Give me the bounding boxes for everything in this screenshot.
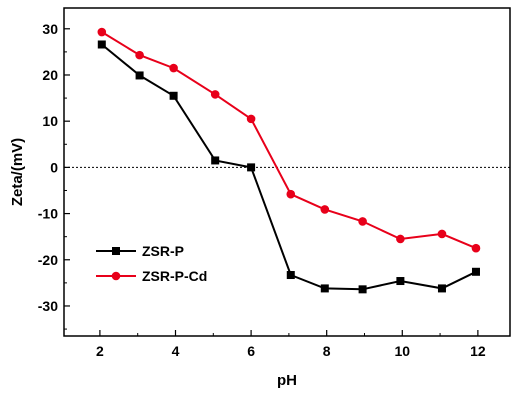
series-line [101, 31, 477, 250]
data-point [169, 63, 178, 73]
data-point [396, 277, 405, 286]
data-point [97, 40, 106, 49]
data-point [210, 90, 220, 99]
data-point [358, 285, 367, 294]
x-tick-label: 4 [172, 343, 180, 359]
data-point [169, 91, 178, 100]
x-tick-label: 10 [394, 343, 410, 359]
legend-marker [112, 247, 120, 255]
legend-label: ZSR-P-Cd [142, 268, 207, 284]
series-zsr-p-cd [97, 27, 481, 253]
y-tick-label: 0 [50, 159, 58, 175]
data-point [135, 50, 144, 60]
y-tick-label: -20 [38, 252, 58, 268]
legend-label: ZSR-P [142, 243, 184, 259]
data-point [97, 27, 107, 37]
data-point [396, 234, 405, 244]
data-point [246, 114, 256, 124]
data-point [471, 243, 481, 253]
data-point [286, 271, 295, 280]
y-tick-label: -30 [38, 298, 58, 314]
data-point [247, 163, 256, 172]
legend-item: ZSR-P-Cd [96, 268, 207, 284]
plot-frame [63, 7, 511, 337]
y-tick-label: -10 [38, 206, 58, 222]
data-point [320, 205, 330, 214]
data-point [286, 189, 296, 199]
data-point [437, 284, 446, 293]
x-tick-label: 6 [247, 343, 255, 359]
x-axis-label: pH [277, 372, 297, 389]
legend-item: ZSR-P [96, 243, 184, 259]
data-point [135, 71, 144, 80]
x-tick-label: 2 [96, 343, 104, 359]
x-tick-label: 12 [470, 343, 486, 359]
y-axis-label: Zeta/(mV) [9, 138, 26, 206]
x-tick-label: 8 [323, 343, 331, 359]
y-tick-label: 10 [42, 113, 58, 129]
legend-marker [111, 271, 121, 281]
legend: ZSR-P ZSR-P-Cd [96, 243, 207, 284]
data-point [211, 156, 220, 165]
y-tick-label: 20 [42, 67, 58, 83]
data-point [358, 217, 367, 226]
y-tick-label: 30 [42, 21, 58, 37]
data-point [471, 267, 480, 276]
data-point [437, 229, 447, 239]
series-zsr-p [97, 40, 480, 294]
data-point [320, 284, 329, 293]
